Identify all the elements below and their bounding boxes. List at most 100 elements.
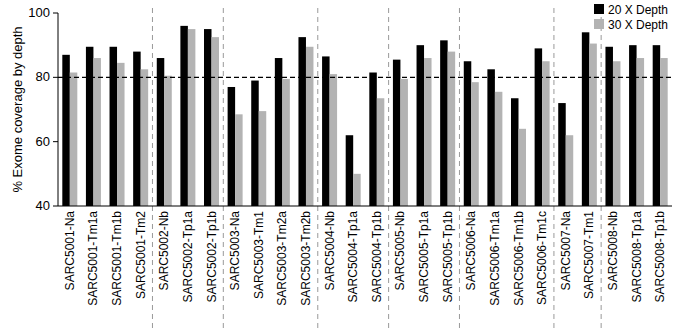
x-tick-label: SARC5006-Na bbox=[464, 211, 478, 291]
bar bbox=[298, 37, 306, 206]
group-separator bbox=[152, 8, 153, 330]
bar bbox=[282, 79, 290, 206]
bar bbox=[542, 61, 550, 206]
x-tick-label: SARC5003-Tm1 bbox=[252, 211, 266, 299]
bar bbox=[369, 73, 377, 206]
bar bbox=[157, 58, 165, 206]
bar bbox=[93, 58, 101, 206]
bar bbox=[70, 73, 78, 206]
bar bbox=[424, 58, 432, 206]
x-tick-label: SARC5003-Na bbox=[228, 211, 242, 291]
threshold-line bbox=[58, 77, 672, 78]
bar bbox=[228, 87, 236, 206]
bar bbox=[322, 56, 330, 206]
x-tick-label: SARC5007-Na bbox=[559, 211, 573, 291]
bar bbox=[346, 135, 354, 206]
bar bbox=[400, 79, 408, 206]
bar bbox=[440, 40, 448, 206]
bar bbox=[110, 47, 118, 206]
bar bbox=[511, 98, 519, 206]
x-tick-label: SARC5003-Tm2a bbox=[275, 211, 289, 306]
bar bbox=[180, 26, 188, 206]
chart: 40 60 80 100 SARC5001-Na SARC5001-Tm1a SARC500… bbox=[0, 0, 675, 332]
bars bbox=[62, 26, 667, 206]
bar bbox=[582, 32, 590, 206]
bar bbox=[417, 45, 425, 206]
x-tick-label: SARC5004-Nb bbox=[323, 211, 337, 291]
bar bbox=[251, 81, 259, 206]
legend: 20 X Depth30 X Depth bbox=[594, 3, 668, 32]
bar bbox=[653, 45, 661, 206]
x-tick-label: SARC5001-Tm1a bbox=[86, 211, 100, 306]
y-tick-label: 80 bbox=[36, 69, 50, 84]
legend-label: 20 X Depth bbox=[608, 3, 668, 17]
x-tick-label: SARC5001-Na bbox=[63, 211, 77, 291]
x-tick-label: SARC5004-Tp1a bbox=[346, 211, 360, 303]
x-tick-label: SARC5006-Tm1b bbox=[512, 211, 526, 306]
x-tick-label: SARC5002-Tp1b bbox=[205, 211, 219, 303]
legend-label: 30 X Depth bbox=[608, 18, 668, 32]
x-tick-label: SARC5005-Tp1b bbox=[441, 211, 455, 303]
x-tick-label: SARC5008-Tp1b bbox=[653, 211, 667, 303]
y-tick-label: 100 bbox=[28, 5, 50, 20]
bar bbox=[629, 45, 637, 206]
x-tick-label: SARC5004-Tp1b bbox=[370, 211, 384, 303]
bar bbox=[306, 47, 314, 206]
x-axis bbox=[58, 206, 672, 207]
group-separator bbox=[459, 8, 460, 330]
legend-swatch bbox=[594, 19, 604, 29]
x-tick-label: SARC5008-Nb bbox=[606, 211, 620, 291]
bar bbox=[117, 63, 125, 206]
bar bbox=[495, 92, 503, 206]
bar bbox=[519, 129, 527, 206]
bar bbox=[259, 111, 267, 206]
y-tick bbox=[53, 13, 58, 14]
y-tick-label: 40 bbox=[36, 198, 50, 213]
x-tick-label: SARC5001-Tm2 bbox=[134, 211, 148, 299]
bar bbox=[377, 98, 385, 206]
x-tick-label: SARC5001-Tm1b bbox=[110, 211, 124, 306]
y-tick bbox=[53, 141, 58, 142]
y-tick bbox=[53, 206, 58, 207]
group-separator bbox=[223, 8, 224, 330]
x-tick-label: SARC5007-Tm1 bbox=[582, 211, 596, 299]
x-tick-label: SARC5005-Tp1a bbox=[417, 211, 431, 303]
bar bbox=[204, 29, 212, 206]
bar bbox=[487, 69, 495, 206]
bar bbox=[141, 69, 149, 206]
legend-swatch bbox=[594, 4, 604, 14]
bar bbox=[660, 58, 668, 206]
bar bbox=[613, 61, 621, 206]
bar bbox=[275, 58, 283, 206]
bar bbox=[464, 61, 472, 206]
y-axis bbox=[58, 13, 59, 206]
bar bbox=[86, 47, 94, 206]
bar bbox=[535, 48, 543, 206]
bar bbox=[353, 174, 361, 206]
x-tick-label: SARC5005-Nb bbox=[393, 211, 407, 291]
bar bbox=[448, 52, 456, 206]
bar bbox=[188, 29, 196, 206]
bar bbox=[589, 44, 597, 206]
group-separator bbox=[553, 8, 554, 330]
x-tick-label: SARC5006-Tm1a bbox=[488, 211, 502, 306]
group-separator bbox=[388, 8, 389, 330]
y-tick-label: 60 bbox=[36, 134, 50, 149]
bar bbox=[393, 60, 401, 206]
bar bbox=[330, 74, 338, 206]
x-tick-label: SARC5002-Nb bbox=[157, 211, 171, 291]
x-tick-label: SARC5006-Tm1c bbox=[535, 211, 549, 305]
bar bbox=[605, 47, 613, 206]
bar bbox=[637, 58, 645, 206]
bar bbox=[558, 103, 566, 206]
bar bbox=[133, 52, 141, 206]
bar bbox=[471, 82, 479, 206]
x-tick-label: SARC5003-Tm2b bbox=[299, 211, 313, 306]
bar bbox=[164, 76, 172, 206]
group-separator bbox=[317, 8, 318, 330]
y-axis-label: % Exome coverage by depth bbox=[10, 26, 25, 192]
x-tick-label: SARC5008-Tp1a bbox=[630, 211, 644, 303]
bar bbox=[212, 37, 220, 206]
bar bbox=[566, 135, 574, 206]
bar bbox=[235, 114, 243, 206]
